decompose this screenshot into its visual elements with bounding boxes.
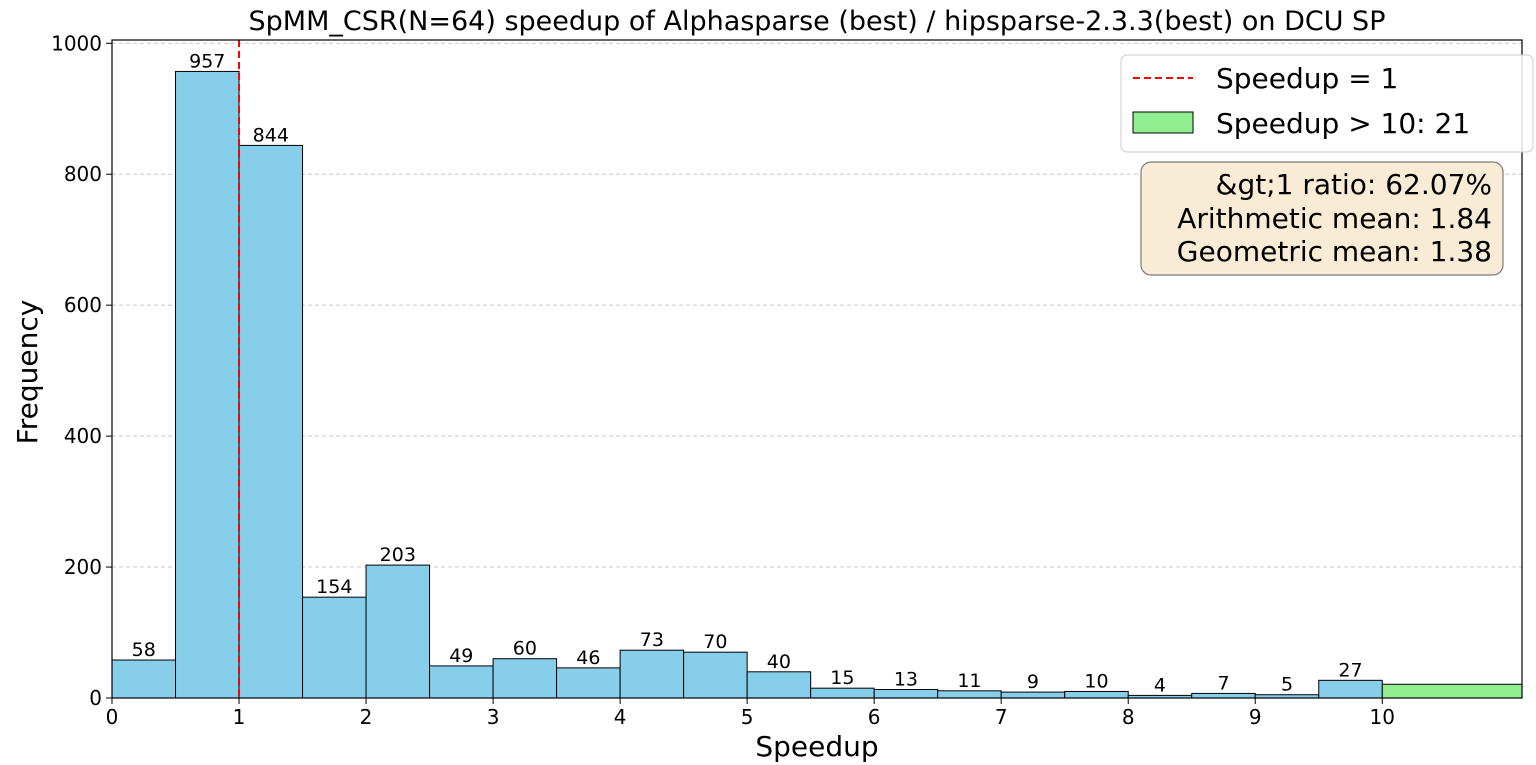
stats-box: &gt;1 ratio: 62.07% Arithmetic mean: 1.8… xyxy=(1140,161,1504,276)
y-axis-ticks: 0 200 400 600 800 1000 xyxy=(51,31,112,710)
bar-value-label: 11 xyxy=(957,670,981,692)
histogram-bar xyxy=(302,596,367,699)
bar-value-label: 73 xyxy=(640,629,664,651)
histogram-bar xyxy=(683,651,748,699)
bar-value-label: 49 xyxy=(449,645,473,667)
x-tick-label: 2 xyxy=(360,705,373,729)
bar-value-label: 10 xyxy=(1084,670,1108,692)
histogram-bar xyxy=(429,665,494,699)
legend-label-speedup-over-10: Speedup > 10: 21 xyxy=(1216,107,1470,140)
histogram-bar xyxy=(175,70,240,699)
x-tick-label: 8 xyxy=(1122,705,1135,729)
histogram-bar xyxy=(365,564,431,699)
y-tick-label: 0 xyxy=(89,686,102,710)
y-tick-label: 600 xyxy=(64,293,102,317)
x-tick-label: 6 xyxy=(868,705,881,729)
y-tick-label: 400 xyxy=(64,424,102,448)
bar-value-label: 9 xyxy=(1027,671,1039,693)
overflow-bar xyxy=(1381,683,1523,699)
stats-geometric-mean-text: Geometric mean: 1.38 xyxy=(1177,235,1492,268)
x-tick-label: 10 xyxy=(1370,705,1395,729)
bar-value-label: 27 xyxy=(1338,659,1362,681)
bar-value-label: 13 xyxy=(894,668,918,690)
bar-value-label: 203 xyxy=(380,544,416,566)
y-tick-label: 800 xyxy=(64,162,102,186)
bar-value-label: 60 xyxy=(513,638,537,660)
bar-value-label: 957 xyxy=(189,50,225,72)
histogram-bar xyxy=(746,671,812,699)
stats-ratio-text: &gt;1 ratio: 62.07% xyxy=(1216,168,1492,201)
histogram-bar xyxy=(810,687,875,699)
bar-value-label: 7 xyxy=(1217,672,1229,694)
histogram-bar xyxy=(873,688,939,699)
x-tick-label: 0 xyxy=(106,705,119,729)
histogram-bar xyxy=(238,144,304,699)
bar-value-label: 70 xyxy=(703,631,727,653)
bar-value-label: 46 xyxy=(576,647,600,669)
legend-frame xyxy=(1120,54,1534,153)
x-tick-label: 3 xyxy=(487,705,500,729)
legend: Speedup = 1 Speedup > 10: 21 xyxy=(1120,54,1534,153)
histogram-bar xyxy=(556,667,621,699)
legend-green-patch xyxy=(1132,111,1194,134)
bar-value-label: 5 xyxy=(1281,674,1293,696)
bar-value-label: 40 xyxy=(767,651,791,673)
y-tick-label: 1000 xyxy=(51,31,102,55)
chart-title: SpMM_CSR(N=64) speedup of Alphasparse (b… xyxy=(249,6,1386,37)
x-tick-label: 7 xyxy=(995,705,1008,729)
histogram-bar xyxy=(937,690,1002,699)
bar-value-labels: 58 957 844 154 203 49 60 46 73 70 40 15 13 11 9 10 4 7 5 27 xyxy=(132,50,1363,696)
histogram-bars xyxy=(111,70,1523,699)
x-tick-label: 5 xyxy=(741,705,754,729)
x-axis-ticks: 0 1 2 3 4 5 6 7 8 9 10 xyxy=(106,698,1395,729)
y-tick-label: 200 xyxy=(64,555,102,579)
x-tick-label: 4 xyxy=(614,705,627,729)
x-tick-label: 1 xyxy=(233,705,246,729)
histogram-bar xyxy=(619,649,685,699)
bar-value-label: 15 xyxy=(830,667,854,689)
bar-value-label: 844 xyxy=(253,124,289,146)
histogram-bar xyxy=(1318,679,1383,699)
histogram-bar xyxy=(111,659,177,699)
histogram-bar xyxy=(492,658,558,699)
x-tick-label: 9 xyxy=(1249,705,1262,729)
bar-value-label: 4 xyxy=(1154,674,1166,696)
legend-label-speedup-1: Speedup = 1 xyxy=(1216,62,1398,95)
bar-value-label: 154 xyxy=(316,576,352,598)
stats-box-frame xyxy=(1140,161,1504,276)
y-axis-label: Frequency xyxy=(11,300,44,445)
bar-value-label: 58 xyxy=(132,639,156,661)
x-axis-label: Speedup xyxy=(755,730,878,763)
plot-frame xyxy=(111,39,1523,699)
stats-arithmetic-mean-text: Arithmetic mean: 1.84 xyxy=(1177,202,1492,235)
